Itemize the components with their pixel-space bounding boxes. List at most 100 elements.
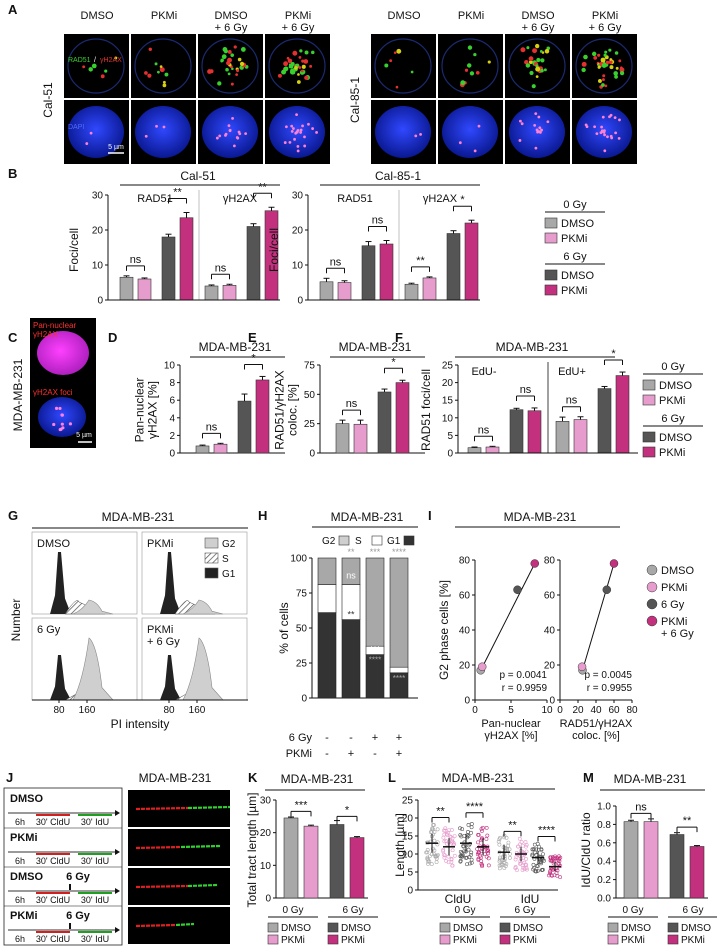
panel-j-row-name: DMSO (10, 793, 43, 805)
panel-m-y-tick-label: 0.8 (597, 820, 611, 831)
panel-l-dot (458, 826, 462, 831)
focus (475, 70, 480, 75)
panel-h-y-tick-label: 100 (290, 554, 307, 565)
panel-b-sub-label: RAD51 (137, 193, 172, 205)
g1-peak (160, 655, 181, 700)
panel-l-dot (442, 832, 447, 837)
panel-b-bar-0 (204, 285, 219, 301)
focus (283, 61, 289, 67)
panel-g-legend-label: S (222, 554, 229, 565)
panel-l-dot (441, 847, 446, 852)
focus (224, 134, 227, 137)
panel-l-legend-item: PKMi (513, 935, 537, 946)
panel-b-ylabel: Foci/cell (67, 228, 81, 272)
panel-l-dot (425, 848, 430, 852)
panel-m-legend-item: PKMi (681, 935, 705, 946)
focus (609, 65, 614, 70)
panel-j-arrowhead (115, 927, 120, 933)
panel-f-bar-0 (555, 421, 570, 454)
panel-l-legend-item: PKMi (453, 935, 477, 946)
panel-l-group-label: CldU (445, 892, 472, 906)
panel-i-xlabel: RAD51/γH2AX coloc. [%] (560, 718, 633, 742)
focus (535, 66, 541, 72)
panel-m-legend-item: PKMi (621, 935, 645, 946)
panel-l-dot (442, 853, 447, 858)
g1-peak (160, 552, 181, 614)
panel-i-point (477, 662, 487, 671)
panel-k-legend-item: PKMi (341, 935, 365, 946)
panel-l-dot (524, 849, 529, 854)
panel-f-legend-0gy: 0 Gy (661, 361, 685, 373)
panel-k-legend-0gy: 0 Gy (282, 905, 303, 916)
panel-l-dot (476, 850, 481, 855)
fiber-cldu (135, 884, 189, 889)
focus (528, 60, 533, 65)
panel-m-legend-swatch (607, 922, 619, 933)
focus (226, 61, 231, 66)
panel-l-dot (523, 840, 528, 844)
focus (614, 74, 618, 79)
focus (595, 132, 599, 135)
panel-g-letter: G (8, 508, 18, 523)
panel-l-dot (443, 828, 448, 833)
panel-h-sig: ns (346, 571, 356, 581)
panel-l-dot (497, 859, 502, 864)
panel-l-dot (486, 863, 491, 868)
focus (164, 72, 169, 77)
focus (602, 74, 606, 78)
panel-l-dot (469, 825, 474, 830)
fiber-cldu (135, 845, 182, 850)
panel-b-bar-1 (137, 278, 152, 301)
panel-k-legend-swatch (267, 934, 279, 945)
panel-f-y-tick-label: 10 (442, 413, 454, 424)
panel-l-dot (449, 828, 454, 832)
nucleus-outline (374, 38, 432, 94)
focus (88, 67, 93, 72)
panel-l-dot (441, 849, 445, 854)
focus (232, 144, 236, 148)
panel-b-y-tick-label: 10 (292, 261, 304, 272)
panel-b-sig: ** (416, 255, 425, 267)
panel-b-sig: ns (330, 256, 342, 268)
panel-f-bar-2 (509, 409, 524, 454)
panel-f-legend-dmso: DMSO (659, 432, 692, 444)
panel-b-sub-label: γH2AX (223, 193, 258, 205)
panel-f-legend-pkmi: PKMi (659, 447, 685, 459)
panel-j-irr: 6 Gy (66, 871, 91, 883)
panel-i-legend-label: DMSO (661, 565, 694, 577)
focus (217, 81, 222, 86)
focus (297, 73, 300, 76)
focus (535, 43, 540, 49)
panel-l-dot (469, 857, 474, 862)
panel-l-y-tick-label: 5 (407, 868, 413, 879)
panel-l-dot (498, 855, 502, 860)
panel-h-sig: ** (347, 547, 355, 557)
panel-l-dot (497, 842, 502, 847)
panel-i-p: p = 0.0045 (584, 670, 632, 681)
panel-l-dot (468, 861, 472, 866)
panel-h-legend-label: G1 (387, 536, 401, 547)
panel-i-y-tick-label: 60 (459, 591, 471, 602)
panel-l-dot (444, 841, 449, 846)
panel-e-y-tick-label: 50 (304, 390, 316, 401)
focus (467, 45, 473, 50)
focus (301, 59, 305, 63)
panel-l-dot (432, 838, 437, 843)
panel-l-dot (444, 859, 449, 863)
focus (244, 132, 248, 136)
focus (114, 56, 118, 60)
panel-f-sub-label: EdU+ (558, 366, 586, 378)
panel-l-dot (469, 852, 473, 857)
panel-h-y-tick-label: 25 (296, 659, 308, 670)
panel-b-legend-swatch (544, 217, 558, 229)
focus (603, 149, 607, 153)
focus (296, 145, 300, 148)
focus (299, 49, 303, 53)
panel-g-tick-label: 160 (189, 705, 206, 716)
panel-j-row-name: DMSO (10, 871, 43, 883)
panel-d-ylabel: Pan-nuclearγH2AX [%] (132, 378, 159, 443)
panel-d-bar-1 (213, 443, 228, 454)
panel-l-dot (450, 863, 455, 868)
panel-e-title: MDA-MB-231 (339, 340, 412, 354)
nucleus-outline (67, 38, 125, 94)
